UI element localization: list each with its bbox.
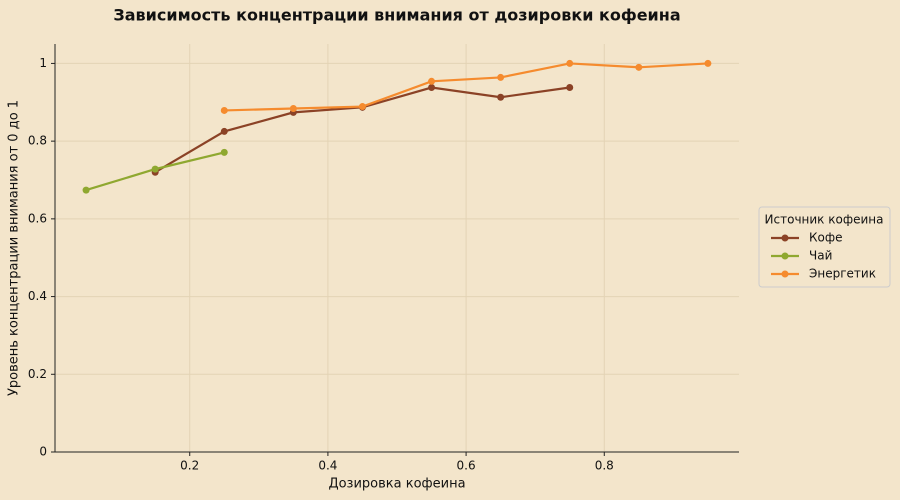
y-tick-label: 0 [39, 445, 47, 459]
data-point [220, 106, 228, 114]
legend-label: Кофе [809, 231, 843, 245]
data-point [151, 165, 159, 173]
legend-marker [781, 270, 789, 278]
data-point [82, 186, 90, 194]
legend-title: Источник кофеина [765, 213, 884, 227]
x-tick-label: 0.8 [595, 459, 614, 473]
series-line [224, 62, 708, 112]
x-axis-label: Дозировка кофеина [328, 477, 465, 492]
legend-marker [781, 252, 789, 260]
data-point [497, 73, 505, 81]
y-tick-label: 0.2 [28, 367, 47, 381]
data-point [289, 105, 297, 113]
legend-marker [781, 234, 789, 242]
legend-label: Энергетик [809, 267, 876, 281]
chart-title: Зависимость концентрации внимания от доз… [113, 6, 680, 25]
x-tick-label: 0.2 [180, 459, 199, 473]
data-point [497, 93, 505, 101]
data-point [220, 148, 228, 156]
data-point [635, 63, 643, 71]
data-point [428, 77, 436, 85]
y-tick-label: 0.8 [28, 134, 47, 148]
data-point [220, 127, 228, 135]
legend-box [758, 206, 891, 288]
data-point [566, 84, 574, 92]
y-axis-label: Уровень концентрации внимания от 0 до 1 [7, 100, 22, 396]
x-tick-label: 0.4 [318, 459, 337, 473]
data-point [704, 59, 712, 67]
y-tick-label: 0.4 [28, 289, 47, 303]
data-point [566, 59, 574, 67]
legend-label: Чай [809, 249, 832, 263]
y-tick-label: 1 [39, 56, 47, 70]
y-tick-label: 0.6 [28, 211, 47, 225]
x-tick-label: 0.6 [457, 459, 476, 473]
data-point [358, 103, 366, 111]
data-point [428, 84, 436, 92]
